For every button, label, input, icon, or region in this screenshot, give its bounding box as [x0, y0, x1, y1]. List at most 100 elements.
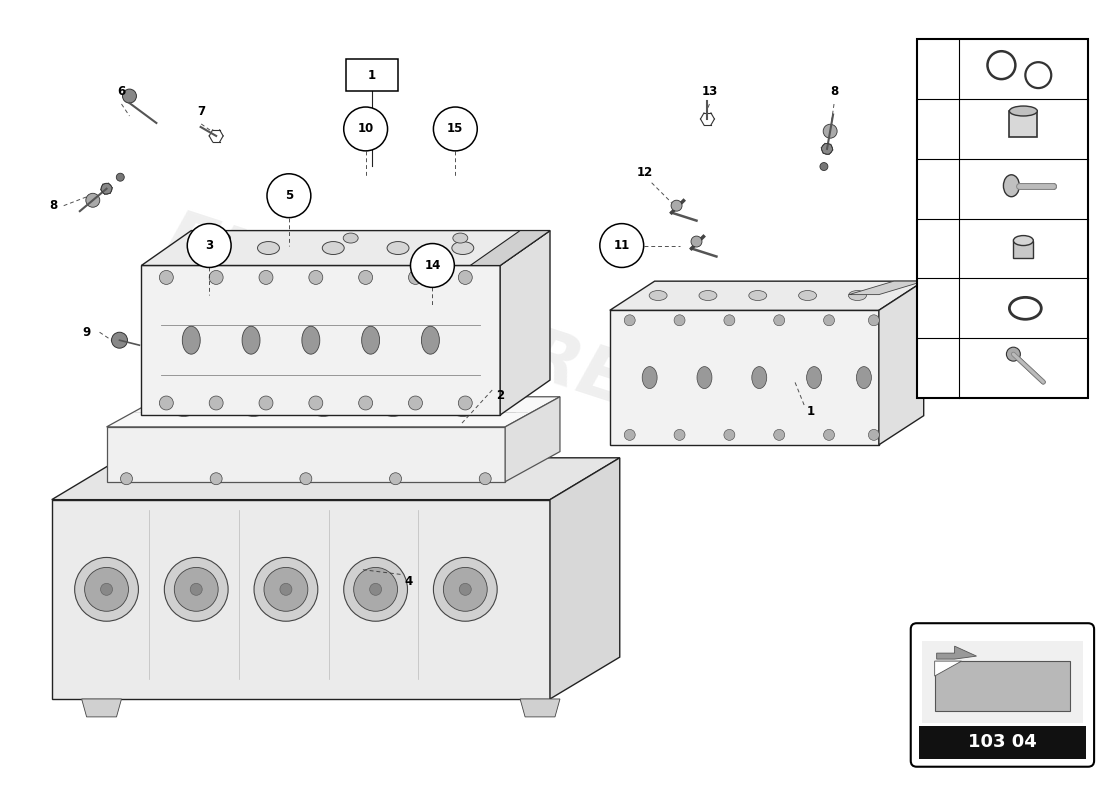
Text: 12: 12 — [637, 166, 652, 179]
Circle shape — [459, 270, 472, 285]
Circle shape — [600, 224, 643, 267]
Circle shape — [1006, 347, 1021, 361]
Circle shape — [85, 567, 129, 611]
Circle shape — [309, 270, 322, 285]
FancyBboxPatch shape — [911, 623, 1094, 766]
Ellipse shape — [1003, 174, 1020, 197]
Circle shape — [868, 314, 879, 326]
Polygon shape — [1010, 111, 1037, 137]
Ellipse shape — [322, 242, 344, 254]
Ellipse shape — [362, 326, 380, 354]
Circle shape — [624, 430, 635, 440]
Text: 6: 6 — [118, 85, 125, 98]
Text: 8: 8 — [829, 85, 838, 98]
Polygon shape — [935, 661, 1070, 711]
Polygon shape — [81, 699, 121, 717]
Circle shape — [121, 473, 132, 485]
Text: 7: 7 — [197, 105, 206, 118]
Text: 1: 1 — [367, 69, 376, 82]
Ellipse shape — [175, 406, 192, 417]
Circle shape — [264, 567, 308, 611]
Circle shape — [343, 107, 387, 151]
Ellipse shape — [751, 366, 767, 389]
Circle shape — [101, 183, 112, 194]
Ellipse shape — [1010, 106, 1037, 116]
Text: 15: 15 — [928, 62, 947, 76]
Ellipse shape — [315, 406, 332, 417]
Circle shape — [674, 430, 685, 440]
Circle shape — [724, 314, 735, 326]
Circle shape — [624, 314, 635, 326]
Text: 10: 10 — [358, 122, 374, 135]
Ellipse shape — [301, 326, 320, 354]
Ellipse shape — [453, 233, 468, 243]
Polygon shape — [471, 230, 550, 266]
Circle shape — [824, 314, 835, 326]
Circle shape — [359, 270, 373, 285]
Ellipse shape — [1013, 235, 1033, 246]
Circle shape — [433, 558, 497, 622]
Circle shape — [480, 473, 492, 485]
Ellipse shape — [192, 242, 215, 254]
Circle shape — [724, 430, 735, 440]
Circle shape — [459, 396, 472, 410]
Text: a passion for parts since 1985: a passion for parts since 1985 — [287, 383, 614, 506]
Ellipse shape — [454, 406, 472, 417]
Ellipse shape — [697, 366, 712, 389]
Circle shape — [354, 567, 397, 611]
Ellipse shape — [642, 366, 657, 389]
Text: 3: 3 — [205, 239, 213, 252]
Ellipse shape — [387, 242, 409, 254]
Ellipse shape — [848, 290, 867, 301]
Circle shape — [174, 567, 218, 611]
Circle shape — [433, 107, 477, 151]
Circle shape — [824, 430, 835, 440]
Circle shape — [258, 270, 273, 285]
Circle shape — [187, 224, 231, 267]
FancyBboxPatch shape — [916, 39, 1088, 398]
Circle shape — [410, 243, 454, 287]
Circle shape — [408, 270, 422, 285]
Ellipse shape — [244, 406, 263, 417]
Circle shape — [100, 583, 112, 595]
Ellipse shape — [384, 406, 402, 417]
Polygon shape — [52, 458, 619, 500]
Circle shape — [359, 396, 373, 410]
Circle shape — [160, 270, 174, 285]
Circle shape — [210, 473, 222, 485]
FancyBboxPatch shape — [918, 726, 1086, 758]
Polygon shape — [520, 699, 560, 717]
Polygon shape — [52, 500, 550, 699]
Circle shape — [209, 396, 223, 410]
Circle shape — [309, 396, 322, 410]
Polygon shape — [142, 266, 500, 415]
Text: 8: 8 — [50, 199, 58, 212]
Text: 5: 5 — [933, 302, 943, 315]
Circle shape — [460, 583, 471, 595]
Polygon shape — [505, 397, 560, 482]
Circle shape — [254, 558, 318, 622]
Polygon shape — [107, 427, 505, 482]
Circle shape — [117, 174, 124, 181]
FancyBboxPatch shape — [345, 59, 397, 91]
Text: 10: 10 — [928, 242, 947, 255]
Text: 103 04: 103 04 — [968, 734, 1037, 751]
Polygon shape — [609, 310, 879, 445]
Circle shape — [822, 143, 833, 154]
Circle shape — [164, 558, 228, 622]
Text: 4: 4 — [405, 575, 412, 588]
Circle shape — [267, 174, 311, 218]
Text: 2: 2 — [496, 389, 504, 402]
Ellipse shape — [452, 242, 474, 254]
Circle shape — [258, 396, 273, 410]
Circle shape — [868, 430, 879, 440]
Ellipse shape — [343, 233, 359, 243]
Circle shape — [408, 396, 422, 410]
Text: EUROSPARES: EUROSPARES — [155, 205, 686, 436]
Polygon shape — [1013, 241, 1033, 258]
Circle shape — [443, 567, 487, 611]
Ellipse shape — [257, 242, 279, 254]
Circle shape — [671, 200, 682, 211]
Polygon shape — [879, 281, 924, 445]
Ellipse shape — [806, 366, 822, 389]
